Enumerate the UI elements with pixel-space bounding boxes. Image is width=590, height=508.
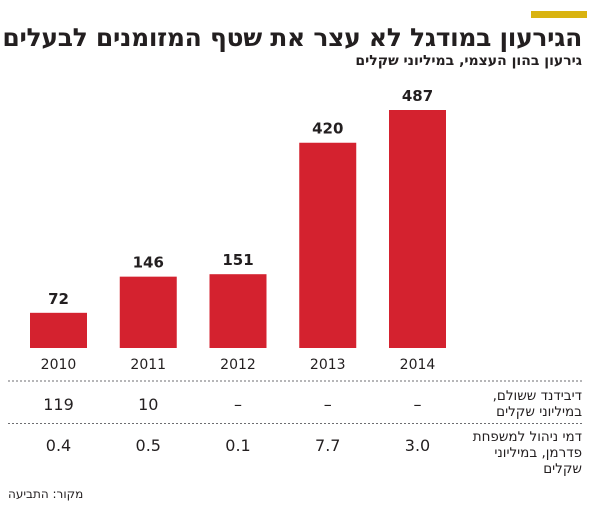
row-label-management-fees: דמי ניהול למשפחת פדרמן, במיליוני שקלים — [472, 429, 582, 477]
bar-value-label-2011: 146 — [133, 254, 164, 272]
table-cell-r1-2010: 0.4 — [46, 436, 71, 455]
chart-title: הגירעון במודגל לא עצר את שטף המזומנים לב… — [2, 23, 582, 52]
bars-layer — [30, 110, 446, 348]
x-tick-label-2011: 2011 — [130, 357, 166, 373]
source-note: מקור: התביעה — [8, 487, 84, 501]
table-cell-r1-2013: 7.7 — [315, 436, 340, 455]
table-cell-r0-2011: 10 — [138, 395, 158, 414]
bar-2010 — [30, 312, 87, 348]
table-cell-r1-2014: 3.0 — [405, 436, 430, 455]
table-cell-r0-2012: – — [234, 395, 242, 414]
x-tick-label-2013: 2013 — [310, 357, 346, 373]
table-values-layer: 119 10 – – – 0.4 0.5 0.1 7.7 3.0 — [43, 395, 430, 455]
table-cell-r0-2010: 119 — [43, 395, 74, 414]
accent-bar — [531, 11, 587, 18]
table-cell-r0-2013: – — [324, 395, 332, 414]
bar-value-label-2013: 420 — [312, 120, 343, 138]
table-cell-r0-2014: – — [414, 395, 422, 414]
bar-value-label-2012: 151 — [222, 251, 253, 269]
table-cell-r1-2012: 0.1 — [225, 436, 250, 455]
table-cell-r1-2011: 0.5 — [136, 436, 161, 455]
value-labels-layer: 72 146 151 420 487 — [48, 87, 433, 308]
bar-2014 — [389, 110, 446, 348]
x-tick-label-2014: 2014 — [400, 357, 436, 373]
bar-2012 — [209, 274, 267, 348]
bar-2011 — [119, 276, 177, 348]
bar-2013 — [299, 142, 357, 348]
bar-value-label-2014: 487 — [402, 87, 433, 105]
chart-subtitle: גירעון בהון העצמי, במיליוני שקלים — [355, 53, 582, 69]
bar-value-label-2010: 72 — [48, 290, 69, 308]
row-label-dividend: דיבידנד ששולם, במיליוני שקלים — [492, 388, 582, 420]
x-tick-label-2010: 2010 — [41, 357, 77, 373]
x-tick-label-2012: 2012 — [220, 357, 256, 373]
x-axis-labels-layer: 2010 2011 2012 2013 2014 — [41, 357, 436, 373]
